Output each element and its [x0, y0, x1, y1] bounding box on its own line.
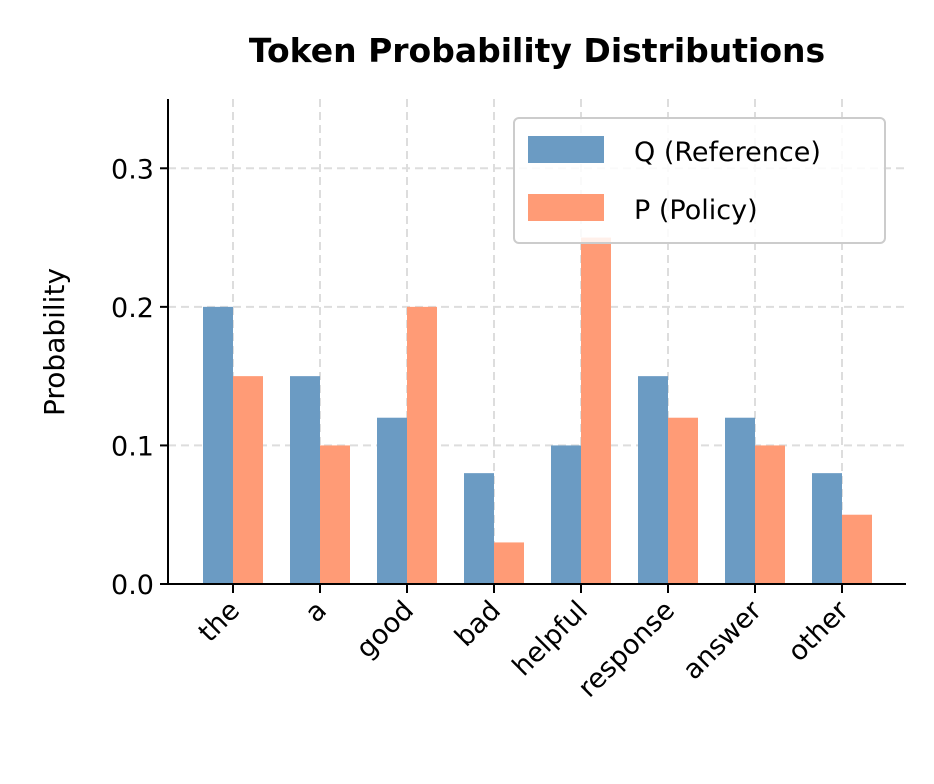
- legend-box: [513, 117, 886, 244]
- y-tick-label: 0.0: [111, 570, 154, 601]
- bar-p-other: [842, 514, 872, 584]
- bar-p-helpful: [581, 237, 611, 585]
- bar-q-other: [812, 473, 842, 584]
- bar-q-good: [377, 417, 407, 584]
- legend-swatch: [528, 136, 604, 163]
- bar-q-helpful: [551, 445, 581, 584]
- y-tick-label: 0.3: [111, 154, 154, 185]
- y-axis-label: Probability: [38, 268, 71, 416]
- bar-q-answer: [725, 417, 755, 584]
- bar-p-good: [407, 306, 437, 584]
- bar-q-the: [203, 306, 233, 584]
- bar-q-response: [638, 376, 668, 584]
- x-tick-label: response: [572, 595, 681, 704]
- legend: Q (Reference) P (Policy): [513, 117, 886, 244]
- x-tick-label: other: [782, 594, 855, 667]
- legend-swatch: [528, 194, 604, 221]
- x-tick-label: good: [350, 595, 420, 665]
- bar-p-response: [668, 417, 698, 584]
- bar-p-the: [233, 376, 263, 584]
- y-tick-label: 0.1: [111, 431, 154, 462]
- x-tick-label: bad: [449, 595, 507, 653]
- x-tick-label: answer: [677, 594, 769, 686]
- bar-p-answer: [755, 445, 785, 584]
- x-tick-label: the: [193, 595, 246, 648]
- chart-title: Token Probability Distributions: [249, 31, 825, 70]
- bar-p-a: [320, 445, 350, 584]
- legend-label: P (Policy): [634, 195, 758, 226]
- legend-label: Q (Reference): [634, 137, 821, 168]
- bars: [203, 237, 872, 585]
- y-tick-label: 0.2: [111, 293, 154, 324]
- bar-p-bad: [494, 542, 524, 584]
- bar-q-bad: [464, 473, 494, 584]
- x-tick-label: a: [299, 595, 333, 629]
- x-tick-label: helpful: [507, 595, 594, 682]
- bar-q-a: [290, 376, 320, 584]
